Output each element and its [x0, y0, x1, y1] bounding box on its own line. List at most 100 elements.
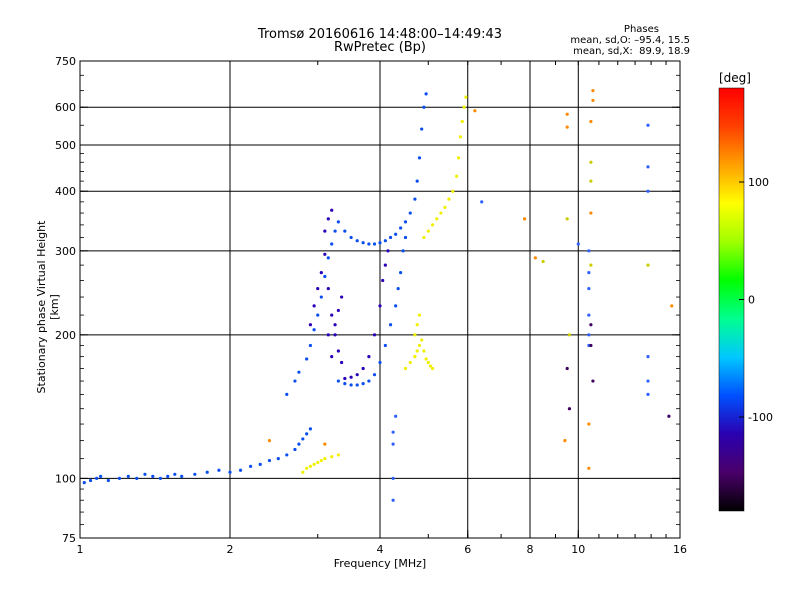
- data-point: [367, 355, 371, 359]
- data-point: [391, 430, 395, 434]
- data-point: [399, 271, 403, 275]
- data-point: [591, 379, 595, 383]
- data-point: [460, 119, 464, 124]
- data-point: [349, 235, 353, 240]
- colorbar-tick-label: 0: [748, 294, 755, 307]
- data-point: [408, 360, 412, 365]
- data-point: [267, 458, 272, 463]
- data-point: [451, 189, 455, 193]
- y-tick-label: 300: [55, 245, 76, 258]
- data-point: [305, 357, 309, 361]
- data-point: [326, 217, 330, 221]
- data-point: [417, 156, 422, 160]
- data-point: [403, 220, 408, 224]
- y-axis-label: Stationary phase Virtual Height [km]: [35, 220, 61, 394]
- data-point: [480, 200, 484, 204]
- data-point: [670, 304, 674, 308]
- data-point: [326, 286, 330, 291]
- data-point: [343, 229, 347, 233]
- data-point: [565, 217, 569, 221]
- data-point: [312, 462, 316, 466]
- data-point: [426, 360, 430, 365]
- data-point: [378, 241, 382, 245]
- data-point: [455, 174, 459, 178]
- data-point: [343, 376, 347, 381]
- data-point: [422, 235, 426, 240]
- data-point: [323, 252, 327, 256]
- data-point: [462, 105, 466, 109]
- data-point: [388, 235, 393, 240]
- data-point: [355, 373, 359, 377]
- colorbar-tick-label: 100: [748, 176, 769, 189]
- data-point: [205, 470, 209, 474]
- data-point: [435, 217, 439, 221]
- y-tick-label: 600: [55, 101, 76, 114]
- data-point: [391, 498, 395, 502]
- data-point: [388, 323, 393, 327]
- data-point: [591, 98, 595, 103]
- y-axis-ticks: 75 100 200 300 400 500 600 750: [55, 55, 680, 545]
- data-point: [323, 229, 327, 233]
- data-point: [415, 323, 419, 327]
- data-point: [589, 263, 593, 267]
- data-point: [667, 414, 671, 418]
- x-tick-label: 6: [464, 543, 471, 556]
- data-point: [589, 160, 593, 164]
- data-point: [426, 229, 430, 233]
- data-point: [587, 271, 591, 275]
- data-point: [589, 179, 593, 183]
- data-point: [143, 472, 147, 476]
- data-point: [399, 226, 403, 230]
- data-point: [563, 439, 567, 443]
- data-point: [447, 197, 451, 201]
- data-point: [173, 472, 177, 476]
- data-point: [135, 476, 139, 481]
- data-point: [312, 328, 316, 332]
- data-point: [158, 476, 163, 481]
- data-point: [330, 208, 334, 212]
- y-tick-label: 400: [55, 185, 76, 198]
- data-point: [326, 333, 330, 337]
- data-point: [396, 286, 400, 291]
- data-point: [297, 370, 301, 374]
- data-point: [386, 249, 390, 253]
- x-tick-label: 1: [77, 543, 84, 556]
- data-point: [326, 256, 330, 260]
- data-point: [576, 242, 580, 246]
- data-point: [394, 414, 398, 418]
- data-point: [646, 392, 650, 397]
- data-point: [541, 259, 545, 264]
- data-point: [533, 256, 537, 260]
- phases-line-o: mean, sd,O: –95.4, 15.5: [570, 35, 690, 46]
- data-point: [587, 286, 591, 291]
- data-point: [308, 464, 313, 468]
- data-point: [456, 156, 461, 160]
- data-point: [285, 392, 289, 397]
- data-point: [126, 474, 130, 478]
- data-point: [413, 333, 417, 337]
- data-point: [420, 127, 424, 131]
- y-tick-label: 75: [62, 532, 76, 545]
- data-point: [106, 478, 110, 483]
- data-point: [424, 357, 428, 361]
- colorbar-tick-label: -100: [748, 411, 773, 424]
- data-point: [372, 242, 377, 246]
- data-point: [394, 304, 398, 308]
- data-point: [355, 239, 359, 243]
- data-point: [646, 263, 650, 267]
- data-point: [587, 422, 591, 426]
- data-point: [413, 355, 417, 359]
- data-point: [319, 458, 323, 463]
- data-point: [443, 205, 447, 209]
- data-point: [415, 179, 419, 183]
- data-point: [473, 109, 477, 113]
- data-point: [567, 407, 572, 411]
- data-point: [355, 383, 359, 387]
- data-point: [319, 295, 323, 299]
- data-point: [587, 466, 591, 470]
- data-point: [420, 338, 424, 342]
- data-point: [305, 466, 309, 470]
- data-point: [417, 343, 422, 348]
- data-point: [646, 379, 650, 383]
